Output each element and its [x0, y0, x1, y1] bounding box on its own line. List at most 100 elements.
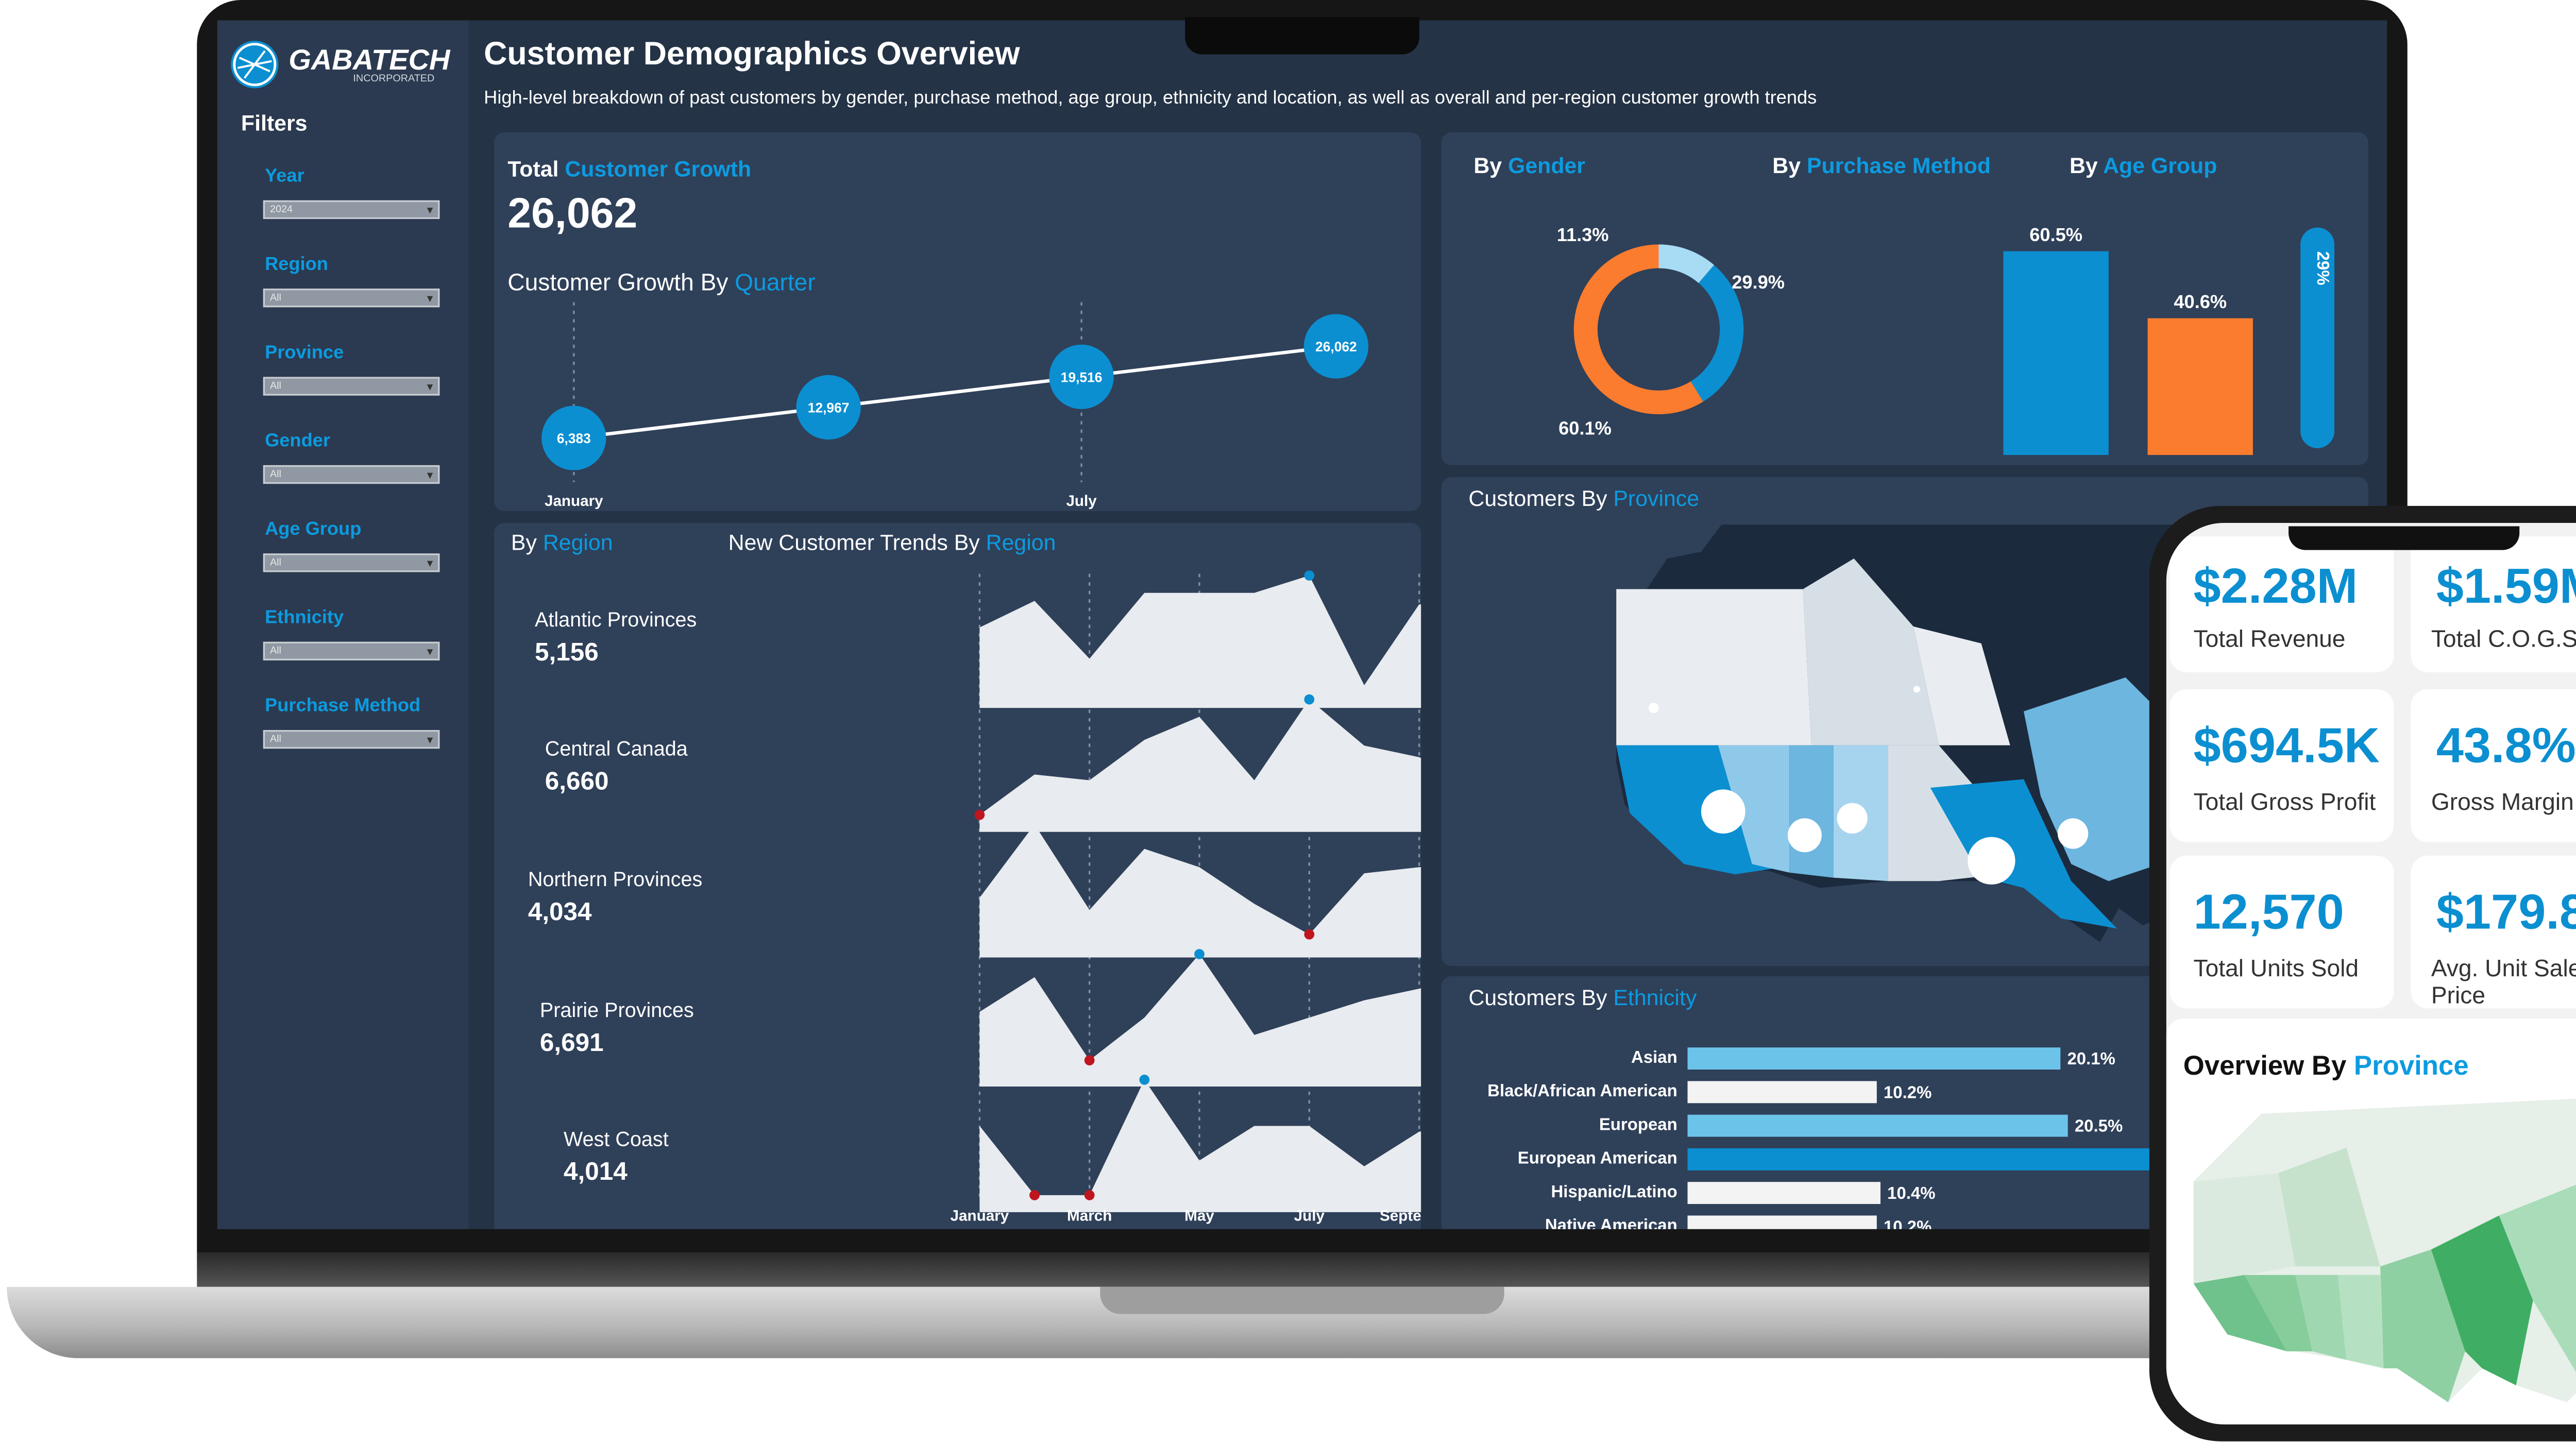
filter-select[interactable]: All — [263, 377, 440, 397]
trend-area — [979, 954, 1421, 1087]
gender-slice-label: 11.3% — [1557, 224, 1609, 245]
overview-title: Overview By Province — [2183, 1053, 2469, 1082]
ethnicity-value: 10.2% — [1884, 1217, 1931, 1229]
region-name: Central Canada — [545, 737, 688, 761]
ethnicity-bar-chart: Asian 20.1% Black/African American 10.2% Eur… — [1487, 1047, 2226, 1229]
filter-label: Year — [265, 166, 304, 187]
trend-max-marker — [1194, 949, 1205, 959]
trend-month-label: January — [951, 1207, 1009, 1224]
method-title: By Purchase Method — [1772, 152, 1991, 179]
trend-month-label: September — [1380, 1207, 1421, 1224]
trend-max-marker — [1139, 1074, 1150, 1085]
kpi-label: Total Units Sold — [2193, 954, 2359, 981]
kpi-value: 43.8% — [2436, 720, 2576, 774]
kpi-card: $2.28M Total Revenue — [2170, 536, 2394, 672]
region-name: Northern Provinces — [528, 867, 703, 892]
growth-x-label: July — [1066, 493, 1097, 510]
gender-donut-slice — [1573, 244, 1704, 415]
ethnicity-title: Customers By Ethnicity — [1468, 985, 1697, 1010]
growth-total: 26,062 — [507, 190, 638, 238]
region-name: Atlantic Provinces — [535, 607, 697, 632]
trend-month-label: May — [1184, 1207, 1214, 1224]
filter-label: Gender — [265, 431, 330, 452]
ethnicity-value: 10.4% — [1887, 1183, 1935, 1202]
gender-donut-slice — [1658, 244, 1714, 283]
trend-min-marker — [974, 809, 985, 820]
gender-donut-slice — [1690, 265, 1744, 402]
growth-point-label: 6,383 — [557, 431, 591, 446]
region-panel: By Region New Customer Trends By Region … — [494, 522, 1421, 1229]
ethnicity-bar — [1687, 1114, 2068, 1137]
ethnicity-label: European — [1599, 1114, 1677, 1133]
laptop-groove — [1100, 1286, 1504, 1314]
kpi-label: Total Revenue — [2193, 624, 2346, 652]
brand-name: GABATECH — [289, 44, 450, 77]
growth-point — [1303, 314, 1369, 379]
laptop-hinge — [197, 1252, 2408, 1287]
kpi-card: $179.89 Avg. Unit Sale Price — [2411, 855, 2576, 1009]
region-name: Prairie Provinces — [539, 998, 694, 1022]
trend-area — [979, 699, 1421, 832]
kpi-value: $179.89 — [2436, 886, 2576, 941]
growth-point-label: 19,516 — [1061, 369, 1103, 385]
dashboard-screen: GABATECH INCORPORATED Filters Year 2024 Re… — [217, 20, 2387, 1229]
trend-min-marker — [1029, 1190, 1040, 1200]
filter-select[interactable]: All — [263, 730, 440, 751]
growth-panel: Total Customer Growth 26,062 Customer Gr… — [494, 132, 1421, 511]
trend-max-marker — [1304, 570, 1315, 581]
growth-line — [573, 344, 1336, 440]
filter-select[interactable]: All — [263, 641, 440, 662]
method-bar — [2003, 251, 2109, 455]
growth-title: Total Customer Growth — [507, 156, 752, 182]
filters-sidebar: GABATECH INCORPORATED Filters Year 2024 Re… — [217, 20, 469, 1229]
gender-slice-label: 29.9% — [1732, 272, 1785, 293]
brand-logo-icon — [231, 41, 279, 89]
ethnicity-bar — [1687, 1081, 1877, 1104]
age-bar — [2300, 227, 2335, 448]
method-bar-label: 40.6% — [2174, 291, 2227, 312]
growth-point-label: 26,062 — [1315, 339, 1357, 354]
growth-point — [541, 405, 606, 470]
filter-select[interactable]: 2024 — [263, 200, 440, 220]
filter-label: Province — [265, 343, 344, 364]
phone-canada-map — [2193, 1098, 2576, 1402]
ethnicity-value: 10.2% — [1884, 1082, 1931, 1101]
camera-notch — [1185, 16, 1419, 55]
growth-point-label: 12,967 — [808, 400, 850, 416]
kpi-value: $1.59M — [2436, 560, 2576, 615]
ethnicity-value: 20.1% — [2067, 1049, 2115, 1068]
trend-area — [979, 824, 1421, 958]
trend-month-label: March — [1067, 1207, 1112, 1224]
page-subtitle: High-level breakdown of past customers b… — [484, 88, 1817, 109]
trend-min-marker — [1084, 1055, 1095, 1065]
filter-select[interactable]: All — [263, 289, 440, 309]
trend-month-label: July — [1294, 1207, 1325, 1224]
region-value: 6,660 — [545, 767, 609, 796]
filters-title: Filters — [241, 110, 308, 136]
age-bar-label: 29% — [2314, 251, 2333, 285]
province-title: Customers By Province — [1468, 485, 1700, 511]
kpi-label: Total C.O.G.S. — [2431, 624, 2576, 652]
page-title: Customer Demographics Overview — [484, 37, 1020, 73]
ethnicity-label: European American — [1518, 1148, 1677, 1167]
phone-notch — [2289, 526, 2520, 550]
kpi-card: $694.5K Total Gross Profit — [2170, 689, 2394, 842]
ethnicity-bar — [1687, 1047, 2061, 1070]
ethnicity-label: Black/African American — [1487, 1081, 1677, 1100]
kpi-label: Total Gross Profit — [2193, 788, 2376, 815]
trend-min-marker — [1084, 1190, 1095, 1200]
filter-select[interactable]: All — [263, 465, 440, 485]
kpi-card: 12,570 Total Units Sold — [2170, 855, 2394, 1009]
ethnicity-bar — [1687, 1148, 2226, 1170]
region-name: West Coast — [564, 1127, 669, 1151]
growth-point — [796, 375, 861, 440]
ethnicity-bar — [1687, 1215, 1877, 1229]
method-category-label: Physical — [2170, 464, 2231, 465]
kpi-value: 12,570 — [2193, 886, 2344, 941]
gender-slice-label: 60.1% — [1558, 418, 1612, 439]
region-value: 4,014 — [564, 1158, 628, 1187]
filter-select[interactable]: All — [263, 553, 440, 574]
region-value: 5,156 — [535, 638, 599, 668]
age-category-label: 18-34 — [2298, 464, 2337, 465]
